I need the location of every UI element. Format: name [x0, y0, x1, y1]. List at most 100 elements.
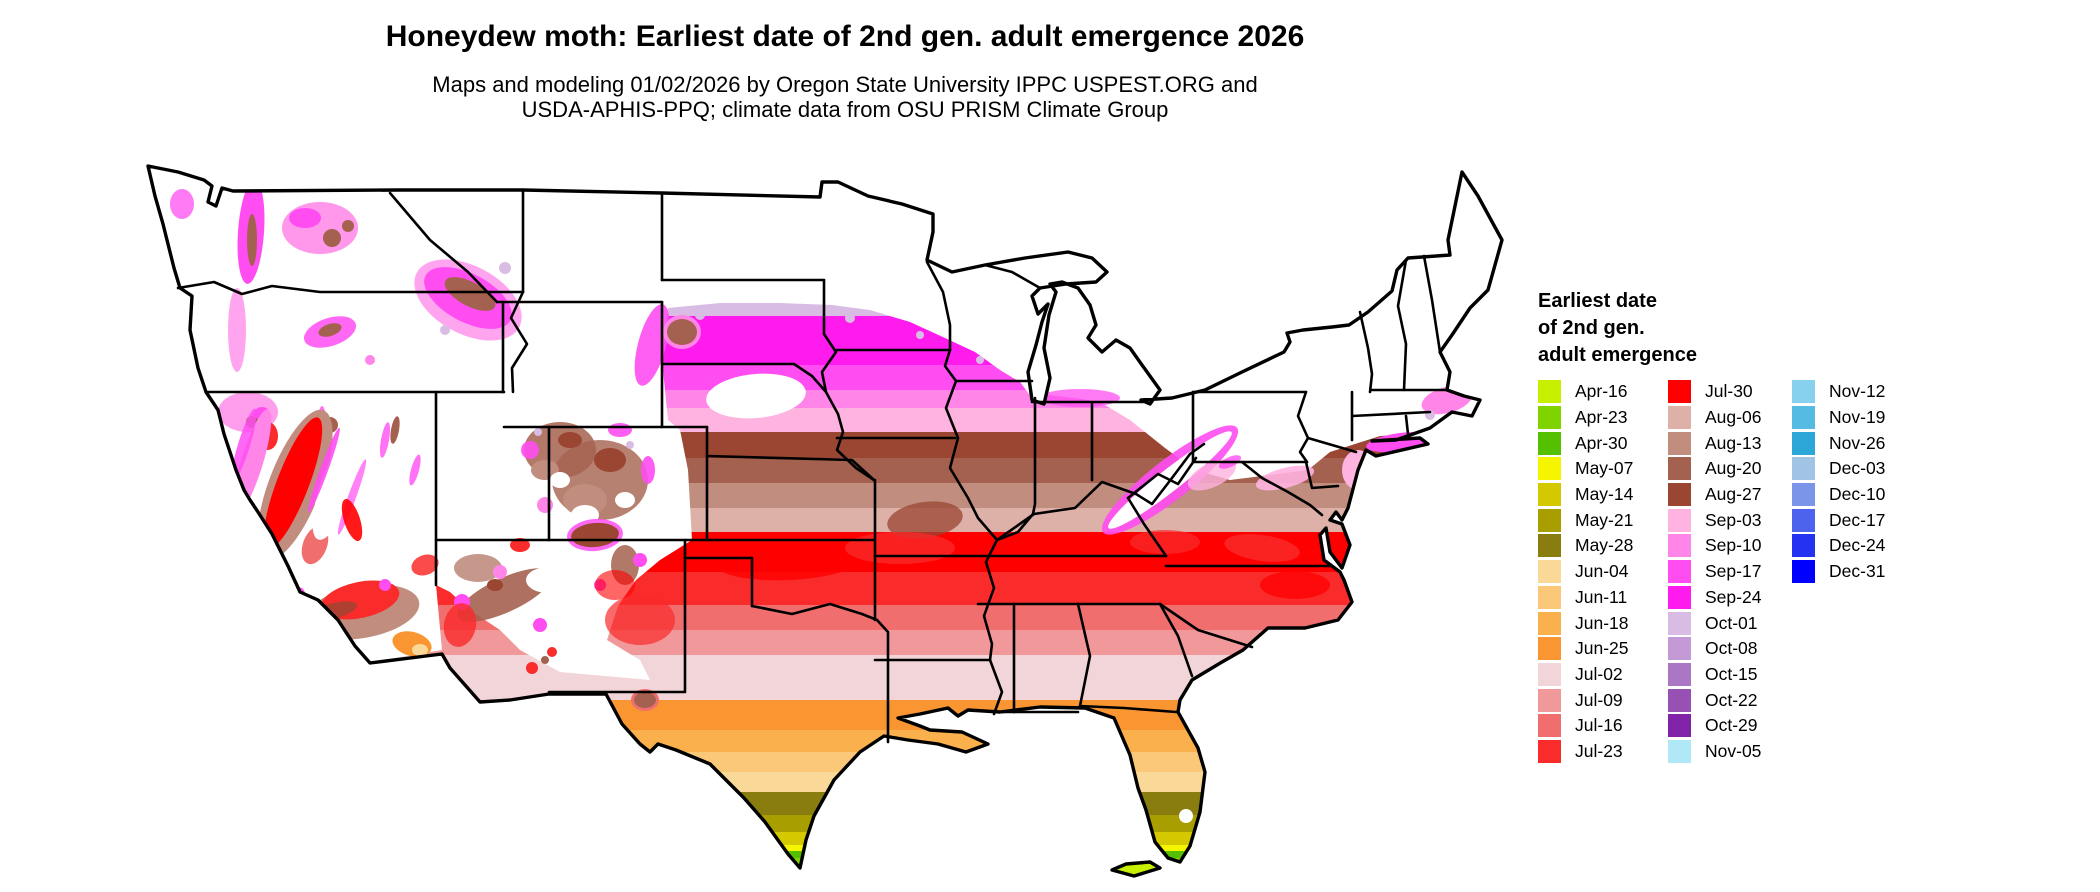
legend-color-swatch	[1538, 714, 1561, 738]
legend-date-label: Jun-18	[1575, 612, 1629, 633]
legend-date-label: Apr-16	[1575, 381, 1628, 402]
legend-date-label: May-14	[1575, 484, 1634, 505]
legend-date-label: Aug-20	[1705, 458, 1762, 479]
legend-column: Apr-16 Apr-23 Apr-30 May-07 May-14 May-21 May-…	[1538, 379, 1633, 764]
legend-date-label: Jul-02	[1575, 663, 1623, 684]
legend-entry: May-28	[1538, 533, 1633, 559]
legend-entry: Dec-24	[1792, 533, 1885, 559]
legend-color-swatch	[1792, 483, 1815, 507]
legend-entry: Jul-16	[1538, 713, 1633, 739]
legend-color-swatch	[1792, 534, 1815, 558]
legend-date-label: Apr-30	[1575, 432, 1628, 453]
legend-color-swatch	[1668, 483, 1691, 507]
legend-date-label: Nov-26	[1829, 432, 1886, 453]
legend-date-label: Jul-23	[1575, 740, 1623, 761]
legend-title: Earliest date of 2nd gen. adult emergence	[1538, 288, 2098, 369]
legend-color-swatch	[1668, 637, 1691, 661]
legend-color-swatch	[1668, 585, 1691, 609]
legend-color-swatch	[1538, 508, 1561, 532]
us-emergence-map	[146, 164, 1504, 878]
legend-entry: Jun-18	[1538, 610, 1633, 636]
title-block: Honeydew moth: Earliest date of 2nd gen.…	[0, 0, 1690, 122]
legend-date-label: Aug-06	[1705, 407, 1762, 428]
legend-date-label: Jun-04	[1575, 561, 1629, 582]
legend-column: Jul-30 Aug-06 Aug-13 Aug-20 Aug-27 Sep-03 Sep-…	[1668, 379, 1761, 764]
us-outline	[146, 164, 1504, 878]
legend-title-line: of 2nd gen.	[1538, 317, 1645, 339]
legend-color-swatch	[1538, 688, 1561, 712]
legend-entry: Dec-31	[1792, 559, 1885, 585]
legend-color-swatch	[1668, 662, 1691, 686]
legend-date-label: May-28	[1575, 535, 1634, 556]
legend-date-label: Jul-16	[1575, 715, 1623, 736]
legend: Earliest date of 2nd gen. adult emergence …	[1538, 288, 2098, 779]
legend-color-swatch	[1668, 739, 1691, 763]
legend-date-label: Sep-03	[1705, 509, 1762, 530]
legend-color-swatch	[1668, 508, 1691, 532]
legend-color-swatch	[1538, 380, 1561, 404]
legend-entry: May-21	[1538, 507, 1633, 533]
western-terrain-mottling	[170, 180, 806, 711]
legend-entry: May-14	[1538, 482, 1633, 508]
legend-color-swatch	[1792, 457, 1815, 481]
legend-date-label: Nov-19	[1829, 407, 1886, 428]
legend-color-swatch	[1538, 431, 1561, 455]
legend-color-swatch	[1538, 739, 1561, 763]
legend-title-line: Earliest date	[1538, 290, 1657, 312]
legend-entry: Nov-05	[1668, 739, 1761, 765]
legend-date-label: Oct-01	[1705, 612, 1758, 633]
legend-color-swatch	[1792, 406, 1815, 430]
legend-date-label: Sep-10	[1705, 535, 1762, 556]
legend-date-label: Nov-12	[1829, 381, 1886, 402]
legend-color-swatch	[1668, 406, 1691, 430]
legend-date-label: Oct-08	[1705, 638, 1758, 659]
eastern-texture-blobs	[695, 304, 1473, 823]
legend-color-swatch	[1792, 431, 1815, 455]
legend-date-label: May-07	[1575, 458, 1634, 479]
legend-entry: Jul-23	[1538, 739, 1633, 765]
legend-color-swatch	[1538, 637, 1561, 661]
legend-entry: Oct-15	[1668, 662, 1761, 688]
legend-entry: Jul-09	[1538, 687, 1633, 713]
legend-entry: Aug-13	[1668, 430, 1761, 456]
legend-date-label: Jul-09	[1575, 689, 1623, 710]
legend-date-label: Sep-24	[1705, 586, 1762, 607]
legend-date-label: Oct-22	[1705, 689, 1758, 710]
legend-color-swatch	[1792, 560, 1815, 584]
legend-color-swatch	[1668, 688, 1691, 712]
legend-entry: Oct-29	[1668, 713, 1761, 739]
legend-entry: Jul-02	[1538, 662, 1633, 688]
legend-color-swatch	[1538, 662, 1561, 686]
page-title: Honeydew moth: Earliest date of 2nd gen.…	[385, 20, 1305, 53]
legend-entry: Jun-11	[1538, 585, 1633, 611]
legend-entry: Aug-27	[1668, 482, 1761, 508]
legend-date-label: Aug-27	[1705, 484, 1762, 505]
legend-color-swatch	[1538, 483, 1561, 507]
legend-date-label: May-21	[1575, 509, 1634, 530]
legend-date-label: Apr-23	[1575, 407, 1628, 428]
legend-color-swatch	[1668, 560, 1691, 584]
legend-color-swatch	[1538, 406, 1561, 430]
legend-date-label: Jun-25	[1575, 638, 1629, 659]
legend-entry: Sep-10	[1668, 533, 1761, 559]
legend-entry: Sep-24	[1668, 585, 1761, 611]
legend-color-swatch	[1668, 714, 1691, 738]
legend-date-label: Oct-29	[1705, 715, 1758, 736]
subtitle-line-1: Maps and modeling 01/02/2026 by Oregon S…	[432, 72, 1258, 97]
legend-color-swatch	[1538, 534, 1561, 558]
subtitle-line-2: USDA-APHIS-PPQ; climate data from OSU PR…	[521, 97, 1169, 122]
legend-entry: Apr-16	[1538, 379, 1633, 405]
legend-title-line: adult emergence	[1538, 344, 1697, 366]
legend-color-swatch	[1668, 611, 1691, 635]
legend-color-swatch	[1668, 380, 1691, 404]
legend-color-swatch	[1668, 431, 1691, 455]
legend-entry: Nov-12	[1792, 379, 1885, 405]
legend-date-label: Nov-05	[1705, 740, 1762, 761]
legend-entry: Oct-01	[1668, 610, 1761, 636]
legend-entry: Aug-20	[1668, 456, 1761, 482]
legend-date-label: Dec-17	[1829, 509, 1886, 530]
legend-entry: Apr-30	[1538, 430, 1633, 456]
legend-date-label: Dec-24	[1829, 535, 1886, 556]
legend-date-label: Dec-03	[1829, 458, 1886, 479]
